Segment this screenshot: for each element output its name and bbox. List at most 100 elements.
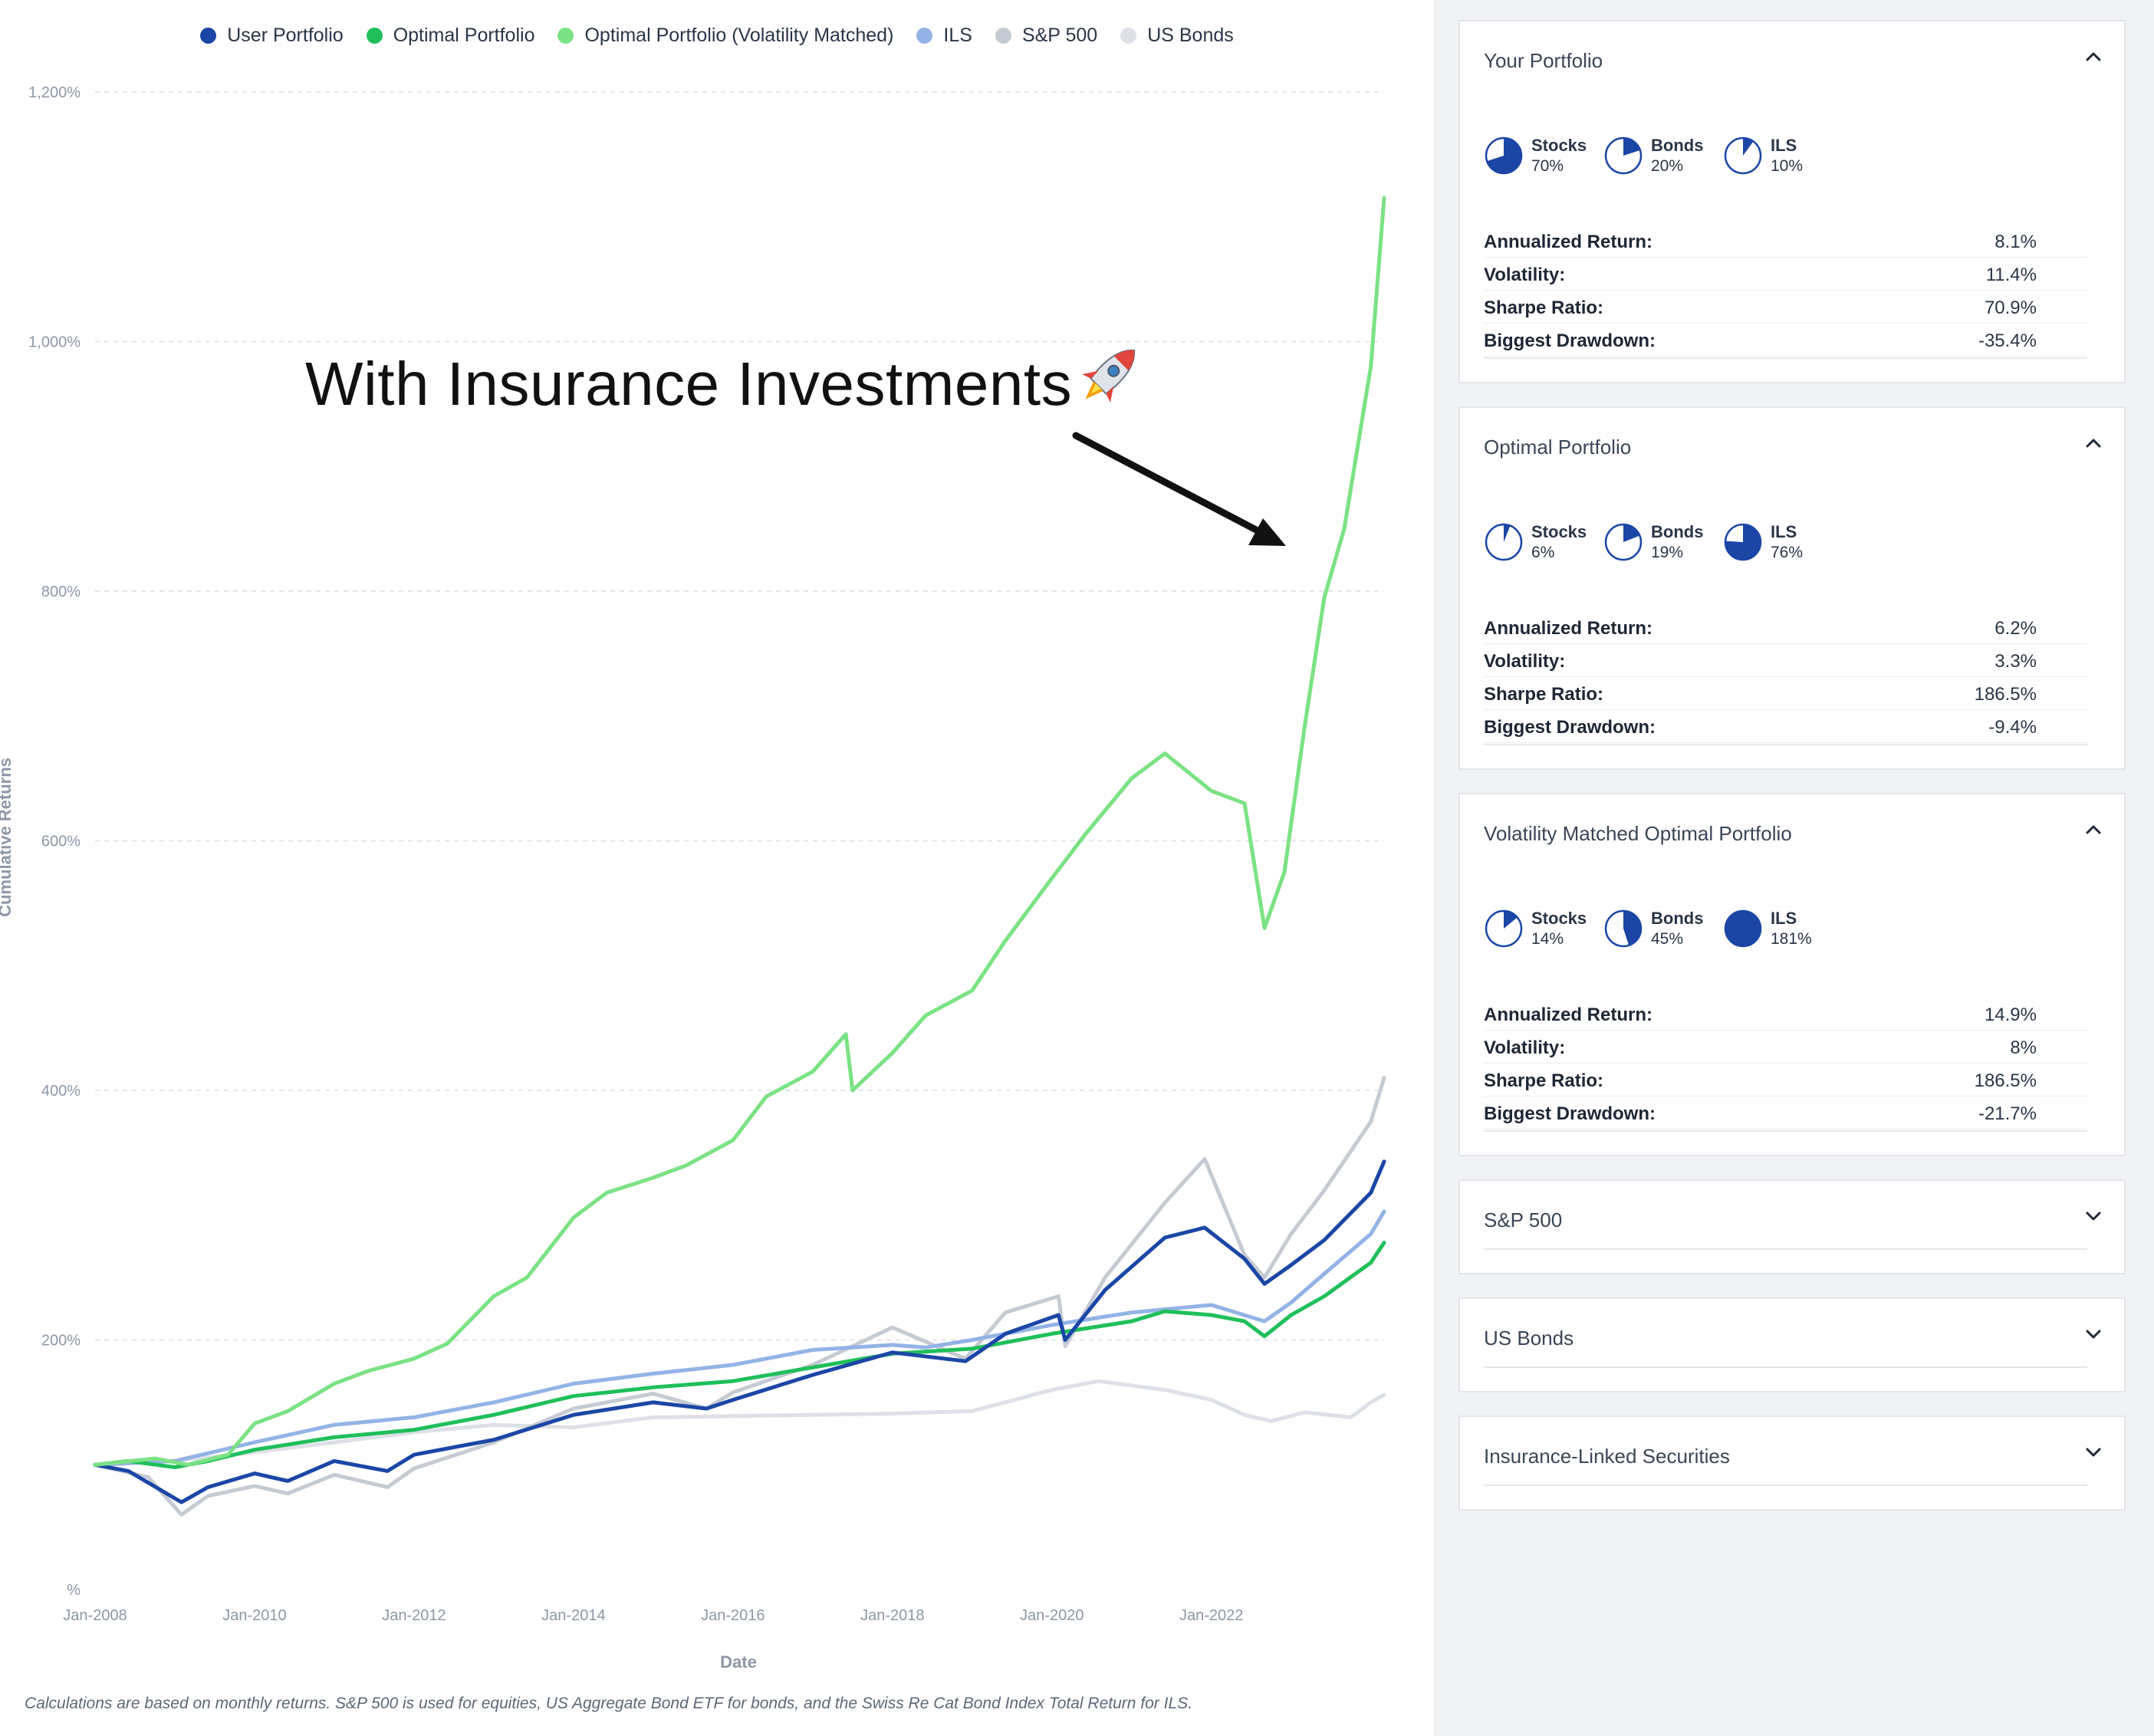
x-tick-label: Jan-2022 bbox=[1179, 1607, 1243, 1624]
metric-row: Biggest Drawdown: -9.4% bbox=[1484, 710, 2087, 743]
metric-label: Biggest Drawdown: bbox=[1484, 1103, 1656, 1124]
card-title: Insurance-Linked Securities bbox=[1484, 1445, 1730, 1468]
line-chart: % 200% 400% 600% 800% 1,000% 1,200% Jan-2008 Ja… bbox=[0, 84, 1386, 1672]
legend-item-user-portfolio[interactable]: User Portfolio bbox=[200, 25, 344, 47]
pie-slice bbox=[1725, 524, 1761, 560]
card-title: Optimal Portfolio bbox=[1484, 436, 1632, 459]
allocation-ils: ILS 181% bbox=[1723, 908, 1830, 949]
card-header[interactable]: US Bonds bbox=[1460, 1299, 2124, 1369]
metric-label: Volatility: bbox=[1484, 1037, 1566, 1058]
legend-label: S&P 500 bbox=[1021, 25, 1098, 46]
allocation-row: Stocks 6% Bonds 19% ILS 76% bbox=[1484, 521, 1830, 563]
card-header[interactable]: Your Portfolio bbox=[1460, 21, 2124, 92]
card-header[interactable]: S&P 500 bbox=[1460, 1181, 2124, 1251]
x-tick-label: Jan-2008 bbox=[63, 1607, 127, 1624]
card-header[interactable]: Insurance-Linked Securities bbox=[1460, 1417, 2124, 1488]
legend-dot-icon bbox=[916, 28, 933, 44]
legend-item-sp500[interactable]: S&P 500 bbox=[995, 25, 1097, 47]
divider bbox=[1484, 1248, 2087, 1250]
chart-footnote: Calculations are based on monthly return… bbox=[25, 1695, 1192, 1712]
metric-value: -35.4% bbox=[1978, 330, 2037, 351]
chevron-down-icon[interactable] bbox=[2080, 1202, 2107, 1230]
pie-slice bbox=[1725, 911, 1761, 946]
metric-row: Sharpe Ratio: 186.5% bbox=[1484, 1064, 2087, 1097]
legend-label: User Portfolio bbox=[227, 25, 344, 46]
card-header[interactable]: Volatility Matched Optimal Portfolio bbox=[1460, 794, 2124, 865]
chevron-down-icon[interactable] bbox=[2080, 1438, 2107, 1466]
card-header[interactable]: Optimal Portfolio bbox=[1460, 408, 2124, 478]
legend-item-ils[interactable]: ILS bbox=[916, 25, 972, 47]
metric-label: Annualized Return: bbox=[1484, 232, 1652, 252]
legend-dot-icon bbox=[1120, 28, 1137, 44]
y-tick-label: 1,200% bbox=[28, 84, 81, 101]
legend-label: ILS bbox=[943, 25, 972, 46]
allocation-percent: 10% bbox=[1771, 157, 1804, 175]
annotation-text: With Insurance Investments bbox=[305, 350, 1073, 418]
card-title: Volatility Matched Optimal Portfolio bbox=[1484, 822, 1792, 845]
divider bbox=[1484, 1130, 2087, 1132]
metric-row: Biggest Drawdown: -35.4% bbox=[1484, 324, 2087, 357]
legend-item-optimal-vol-matched[interactable]: Optimal Portfolio (Volatility Matched) bbox=[557, 25, 893, 47]
series-line-s-p-500 bbox=[93, 1076, 1386, 1517]
pie-chart-icon bbox=[1604, 136, 1643, 175]
legend-label: US Bonds bbox=[1147, 25, 1234, 46]
x-tick-label: Jan-2014 bbox=[541, 1607, 605, 1624]
allocation-percent: 19% bbox=[1651, 544, 1684, 561]
metric-value: 8% bbox=[2010, 1037, 2037, 1058]
chevron-up-icon[interactable] bbox=[2080, 43, 2107, 71]
legend-label: Optimal Portfolio bbox=[393, 25, 535, 46]
pie-chart-icon bbox=[1724, 136, 1762, 175]
pie-slice bbox=[1623, 138, 1640, 156]
metric-row: Annualized Return: 6.2% bbox=[1484, 611, 2087, 644]
series-line-us-bonds bbox=[93, 1379, 1386, 1467]
legend-item-optimal-portfolio[interactable]: Optimal Portfolio bbox=[366, 25, 535, 47]
divider bbox=[1484, 357, 2087, 359]
pie-chart-icon bbox=[1485, 909, 1523, 948]
card-your-portfolio: Your Portfolio Stocks 70% Bonds 20% ILS 10%… bbox=[1458, 20, 2126, 383]
metrics-list: Annualized Return: 6.2% Volatility: 3.3% S… bbox=[1484, 611, 2087, 743]
y-axis-ticks: % 200% 400% 600% 800% 1,000% 1,200% bbox=[28, 84, 81, 1599]
chevron-up-icon[interactable] bbox=[2080, 816, 2107, 843]
x-tick-label: Jan-2012 bbox=[382, 1607, 446, 1624]
metric-row: Volatility: 8% bbox=[1484, 1031, 2087, 1064]
pie-slice bbox=[1487, 138, 1522, 173]
metric-label: Annualized Return: bbox=[1484, 618, 1652, 639]
metric-value: 70.9% bbox=[1984, 298, 2037, 318]
allocation-bonds: Bonds 20% bbox=[1603, 135, 1711, 176]
y-tick-label: 400% bbox=[41, 1083, 81, 1100]
chart-area: User Portfolio Optimal Portfolio Optimal… bbox=[0, 25, 1386, 1712]
allocation-name: ILS bbox=[1771, 522, 1797, 541]
card-title: S&P 500 bbox=[1484, 1208, 1563, 1231]
card-sp500[interactable]: S&P 500 bbox=[1458, 1179, 2126, 1274]
chevron-down-icon[interactable] bbox=[2080, 1320, 2107, 1348]
allocation-stocks: Stocks 14% bbox=[1484, 908, 1591, 949]
y-tick-label: 200% bbox=[41, 1333, 81, 1350]
allocation-name: Stocks bbox=[1531, 522, 1587, 541]
legend-dot-icon bbox=[995, 28, 1011, 44]
legend-label: Optimal Portfolio (Volatility Matched) bbox=[584, 25, 894, 46]
legend-item-us-bonds[interactable]: US Bonds bbox=[1120, 25, 1234, 47]
pie-chart-icon bbox=[1724, 523, 1762, 561]
chevron-up-icon[interactable] bbox=[2080, 429, 2107, 457]
card-insurance-linked-securities[interactable]: Insurance-Linked Securities bbox=[1458, 1415, 2126, 1511]
y-tick-label: 1,000% bbox=[28, 334, 81, 351]
metric-value: 186.5% bbox=[1974, 1070, 2037, 1091]
y-tick-label: 600% bbox=[41, 833, 81, 850]
metric-value: 14.9% bbox=[1984, 1004, 2037, 1025]
side-panel: Your Portfolio Stocks 70% Bonds 20% ILS 10%… bbox=[1434, 0, 2154, 1736]
metric-value: 3.3% bbox=[1995, 651, 2037, 672]
metrics-list: Annualized Return: 14.9% Volatility: 8% Sh… bbox=[1484, 998, 2087, 1129]
allocation-name: ILS bbox=[1771, 136, 1797, 155]
pie-slice bbox=[1743, 138, 1754, 156]
y-tick-label: 800% bbox=[41, 584, 81, 600]
allocation-name: Stocks bbox=[1531, 909, 1587, 928]
metric-value: -9.4% bbox=[1988, 717, 2037, 738]
metric-row: Sharpe Ratio: 70.9% bbox=[1484, 291, 2087, 324]
allocation-name: Bonds bbox=[1651, 909, 1704, 928]
allocation-percent: 6% bbox=[1531, 544, 1555, 561]
y-tick-label: % bbox=[67, 1582, 81, 1599]
card-us-bonds[interactable]: US Bonds bbox=[1458, 1297, 2126, 1392]
metric-row: Volatility: 11.4% bbox=[1484, 258, 2087, 291]
card-optimal-portfolio: Optimal Portfolio Stocks 6% Bonds 19% ILS 7… bbox=[1458, 406, 2126, 770]
allocation-stocks: Stocks 6% bbox=[1484, 521, 1591, 563]
